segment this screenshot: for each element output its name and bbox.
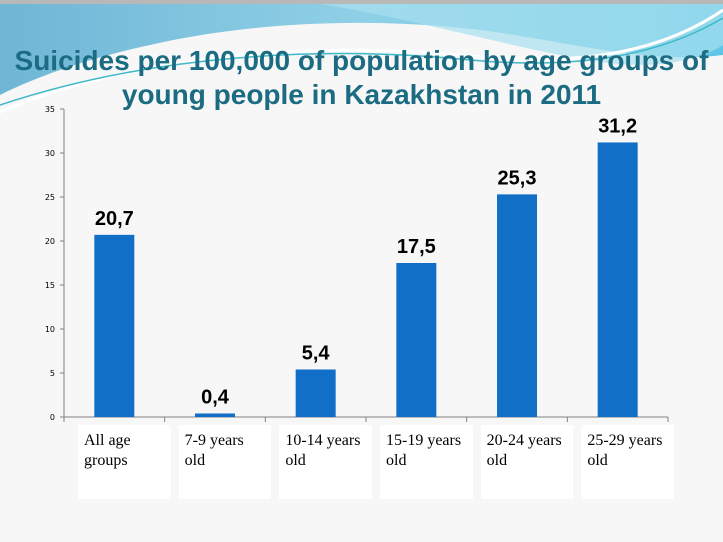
- category-label-line: old: [386, 452, 407, 469]
- y-tick-label: 25: [45, 193, 55, 202]
- category-label-line: 15-19 years: [386, 432, 462, 449]
- category-label-line: 7-9 years: [184, 432, 244, 449]
- category-label-line: All age: [84, 432, 131, 449]
- bar: [597, 142, 638, 417]
- data-label: 0,4: [201, 386, 230, 408]
- bar: [497, 194, 537, 417]
- category-label-line: old: [587, 452, 608, 469]
- category-label: 10-14 years old: [279, 425, 372, 499]
- category-label: 25-29 years old: [581, 425, 674, 499]
- bar: [295, 369, 336, 417]
- data-label: 20,7: [95, 208, 134, 230]
- category-label: All age groups: [78, 425, 171, 499]
- category-label-line: 25-29 years: [587, 432, 663, 449]
- y-tick-label: 20: [45, 237, 55, 246]
- bar: [396, 263, 437, 417]
- y-tick-label: 30: [45, 149, 55, 158]
- category-label: 20-24 years old: [480, 425, 574, 499]
- category-label-line: 20-24 years: [486, 432, 562, 449]
- bar: [195, 413, 235, 417]
- category-label-line: old: [184, 452, 206, 469]
- category-label-line: groups: [84, 452, 128, 469]
- data-label: 17,5: [397, 236, 436, 258]
- category-label-line: 10-14 years: [285, 432, 361, 449]
- category-label: 7-9 years old: [178, 425, 272, 499]
- title-line-2: young people in Kazakhstan in 2011: [121, 79, 602, 110]
- data-label: 25,3: [498, 167, 537, 189]
- category-label: 15-19 years old: [380, 425, 473, 499]
- y-tick-label: 10: [45, 325, 55, 334]
- y-tick-label: 0: [50, 413, 55, 422]
- y-tick-label: 5: [50, 369, 55, 378]
- y-tick-label: 15: [45, 281, 55, 290]
- category-label-line: old: [285, 452, 306, 469]
- y-tick-label: 35: [45, 105, 55, 114]
- category-label-line: old: [486, 452, 508, 469]
- bar: [94, 234, 135, 417]
- slide-title: Suicides per 100,000 of population by ag…: [0, 44, 723, 112]
- data-label: 31,2: [598, 115, 637, 137]
- title-line-1: Suicides per 100,000 of population by ag…: [14, 45, 709, 76]
- data-label: 5,4: [302, 342, 331, 364]
